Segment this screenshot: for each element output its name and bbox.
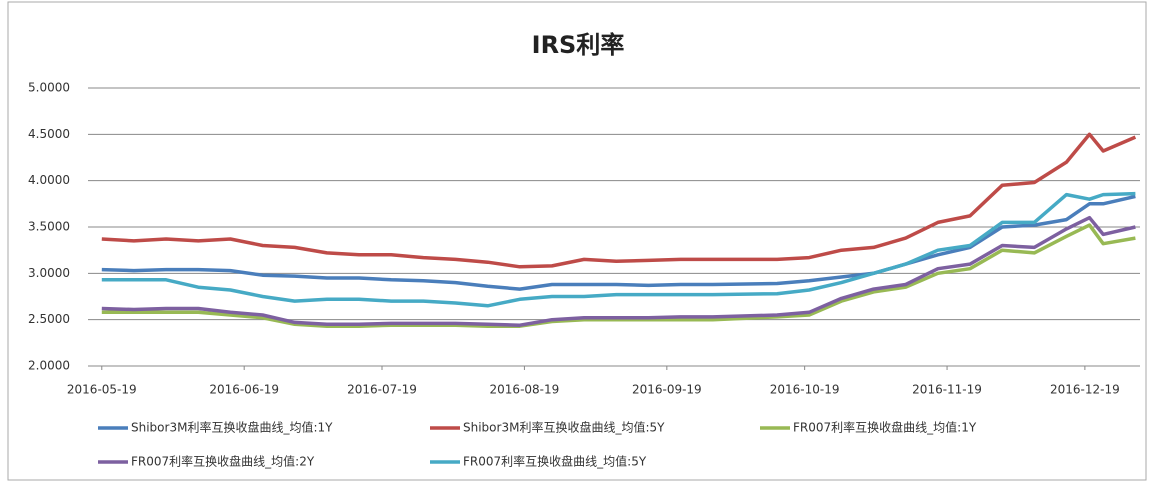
legend-label: FR007利率互换收盘曲线_均值:2Y	[131, 454, 315, 469]
series-line	[101, 215, 1136, 327]
legend-label: FR007利率互换收盘曲线_均值:5Y	[463, 454, 647, 469]
chart-title: IRS利率	[532, 31, 625, 59]
x-tick-label: 2016-06-19	[209, 383, 279, 397]
x-tick-label: 2016-08-19	[490, 383, 560, 397]
series-line	[101, 191, 1136, 308]
x-tick-label: 2016-12-19	[1050, 383, 1120, 397]
x-tick-label: 2016-11-19	[912, 383, 982, 397]
y-tick-label: 2.5000	[28, 312, 70, 326]
y-tick-label: 4.0000	[28, 173, 70, 187]
x-tick-label: 2016-10-19	[770, 383, 840, 397]
x-tick-label: 2016-05-19	[67, 383, 137, 397]
legend-label: Shibor3M利率互换收盘曲线_均值:5Y	[463, 420, 665, 435]
x-tick-label: 2016-09-19	[632, 383, 702, 397]
series-line	[101, 194, 1136, 291]
legend-label: Shibor3M利率互换收盘曲线_均值:1Y	[131, 420, 333, 435]
series-line	[101, 132, 1137, 269]
y-tick-label: 2.0000	[28, 359, 70, 373]
x-tick-label: 2016-07-19	[347, 383, 417, 397]
y-tick-label: 4.5000	[28, 127, 70, 141]
y-tick-label: 3.5000	[28, 220, 70, 234]
y-tick-label: 3.0000	[28, 266, 70, 280]
legend-label: FR007利率互换收盘曲线_均值:1Y	[793, 420, 977, 435]
series-line	[101, 223, 1136, 328]
y-tick-label: 5.0000	[28, 81, 70, 95]
